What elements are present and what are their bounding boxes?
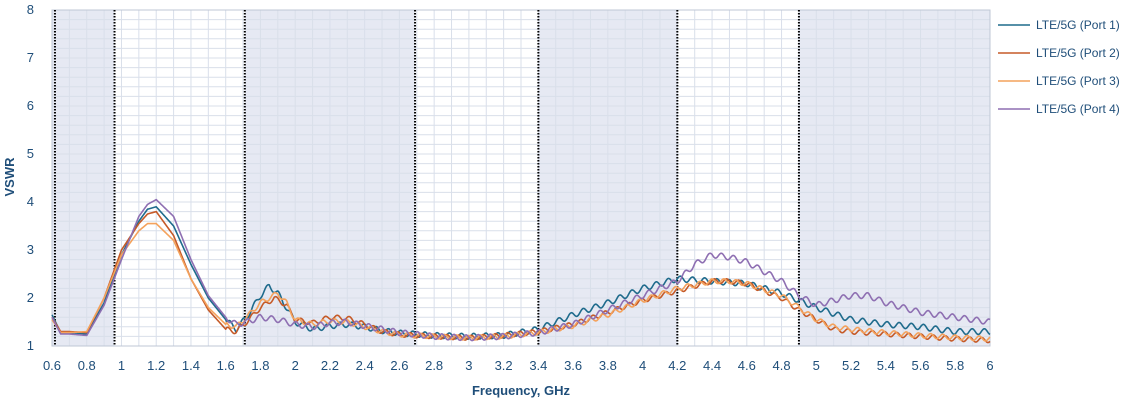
x-tick-label: 6 bbox=[986, 358, 993, 373]
x-tick-label: 5.2 bbox=[842, 358, 860, 373]
x-tick-label: 5.8 bbox=[946, 358, 964, 373]
x-tick-label: 2.2 bbox=[321, 358, 339, 373]
x-tick-label: 3 bbox=[465, 358, 472, 373]
x-tick-label: 2 bbox=[292, 358, 299, 373]
x-tick-label: 5.6 bbox=[911, 358, 929, 373]
series-line-port-4 bbox=[51, 198, 991, 342]
y-tick-labels: 1 2 3 4 5 6 7 8 bbox=[27, 2, 34, 353]
x-tick-label: 0.8 bbox=[78, 358, 96, 373]
y-tick-label: 7 bbox=[27, 50, 34, 65]
x-tick-label: 1.8 bbox=[251, 358, 269, 373]
legend-label-port-1: LTE/5G (Port 1) bbox=[1036, 18, 1120, 32]
grid-lines bbox=[51, 9, 991, 347]
x-tick-label: 4 bbox=[639, 358, 646, 373]
x-tick-label: 0.6 bbox=[43, 358, 61, 373]
x-tick-label: 4.6 bbox=[738, 358, 756, 373]
y-tick-label: 5 bbox=[27, 146, 34, 161]
x-tick-labels: 0.6 0.8 1 1.2 1.4 1.6 1.8 2 2.2 2.4 2.6 2.8 3 3.2 3.4 3… bbox=[43, 358, 994, 373]
x-tick-label: 3.8 bbox=[599, 358, 617, 373]
x-tick-label: 1.2 bbox=[147, 358, 165, 373]
x-tick-label: 1.4 bbox=[182, 358, 200, 373]
x-axis-title: Frequency, GHz bbox=[472, 383, 571, 398]
y-tick-label: 8 bbox=[27, 2, 34, 17]
x-tick-label: 4.2 bbox=[668, 358, 686, 373]
x-tick-label: 1 bbox=[118, 358, 125, 373]
legend-label-port-2: LTE/5G (Port 2) bbox=[1036, 46, 1120, 60]
x-tick-label: 5.4 bbox=[877, 358, 895, 373]
series-lines bbox=[51, 198, 991, 344]
legend-label-port-3: LTE/5G (Port 3) bbox=[1036, 74, 1120, 88]
x-tick-label: 2.6 bbox=[390, 358, 408, 373]
series-line-port-1 bbox=[51, 206, 991, 340]
x-tick-label: 1.6 bbox=[217, 358, 235, 373]
legend-label-port-4: LTE/5G (Port 4) bbox=[1036, 102, 1120, 116]
y-tick-label: 4 bbox=[27, 194, 34, 209]
x-tick-label: 5 bbox=[813, 358, 820, 373]
x-tick-label: 3.4 bbox=[529, 358, 547, 373]
y-axis-title: VSWR bbox=[2, 157, 17, 197]
x-tick-label: 2.8 bbox=[425, 358, 443, 373]
series-line-port-3 bbox=[51, 222, 991, 342]
y-tick-label: 6 bbox=[27, 98, 34, 113]
x-tick-label: 4.4 bbox=[703, 358, 721, 373]
y-tick-label: 2 bbox=[27, 290, 34, 305]
x-tick-label: 4.8 bbox=[773, 358, 791, 373]
plot-frame bbox=[51, 9, 991, 347]
series-line-port-2 bbox=[51, 210, 991, 344]
x-tick-label: 2.4 bbox=[356, 358, 374, 373]
legend: LTE/5G (Port 1) LTE/5G (Port 2) LTE/5G (Po… bbox=[998, 18, 1120, 116]
x-tick-label: 3.2 bbox=[495, 358, 513, 373]
y-tick-label: 3 bbox=[27, 242, 34, 257]
x-tick-label: 3.6 bbox=[564, 358, 582, 373]
y-tick-label: 1 bbox=[27, 338, 34, 353]
band-boundaries bbox=[53, 10, 800, 346]
shaded-band-3 bbox=[798, 10, 990, 346]
